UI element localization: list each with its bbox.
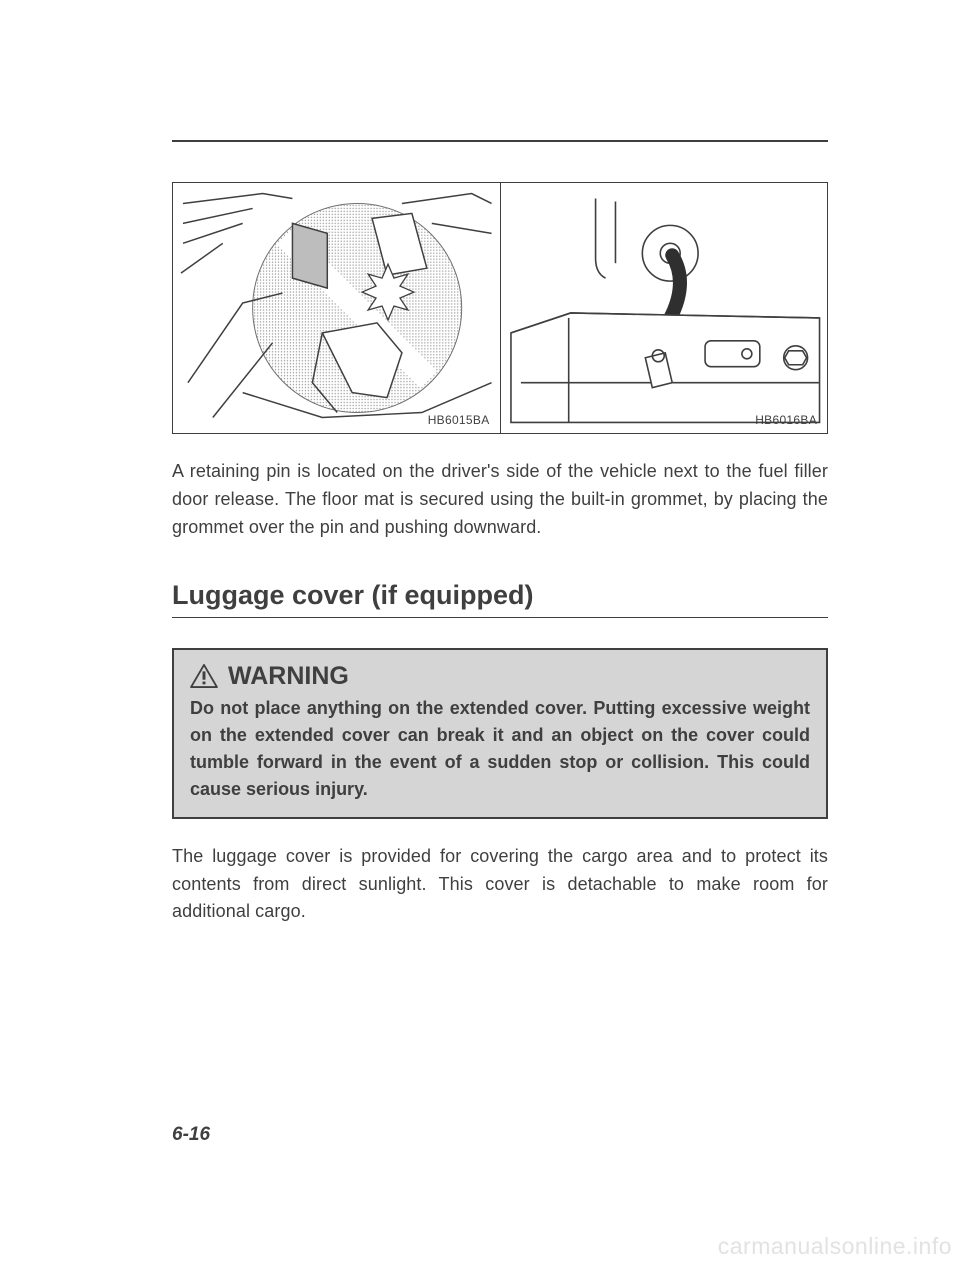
figure-right-panel: HB6016BA bbox=[501, 183, 828, 433]
luggage-cover-paragraph: The luggage cover is provided for coveri… bbox=[172, 843, 828, 927]
figure-left-panel: HB6015BA bbox=[173, 183, 501, 433]
figure-container: HB6015BA bbox=[172, 182, 828, 434]
warning-body-text: Do not place anything on the extended co… bbox=[190, 695, 810, 803]
warning-triangle-icon bbox=[190, 664, 218, 688]
warning-title-row: WARNING bbox=[190, 662, 810, 691]
watermark: carmanualsonline.info bbox=[718, 1233, 952, 1260]
manual-page: HB6015BA bbox=[0, 0, 960, 1268]
section-heading: Luggage cover (if equipped) bbox=[172, 580, 828, 611]
pin-illustration bbox=[501, 183, 828, 433]
warning-box: WARNING Do not place anything on the ext… bbox=[172, 648, 828, 819]
page-number: 6-16 bbox=[172, 1124, 210, 1146]
top-rule bbox=[172, 140, 828, 142]
section-rule bbox=[172, 617, 828, 618]
warning-title-text: WARNING bbox=[228, 662, 349, 691]
pedal-illustration bbox=[173, 183, 500, 433]
figure-right-label: HB6016BA bbox=[755, 413, 817, 427]
floor-mat-paragraph: A retaining pin is located on the driver… bbox=[172, 458, 828, 542]
figure-left-label: HB6015BA bbox=[428, 413, 490, 427]
